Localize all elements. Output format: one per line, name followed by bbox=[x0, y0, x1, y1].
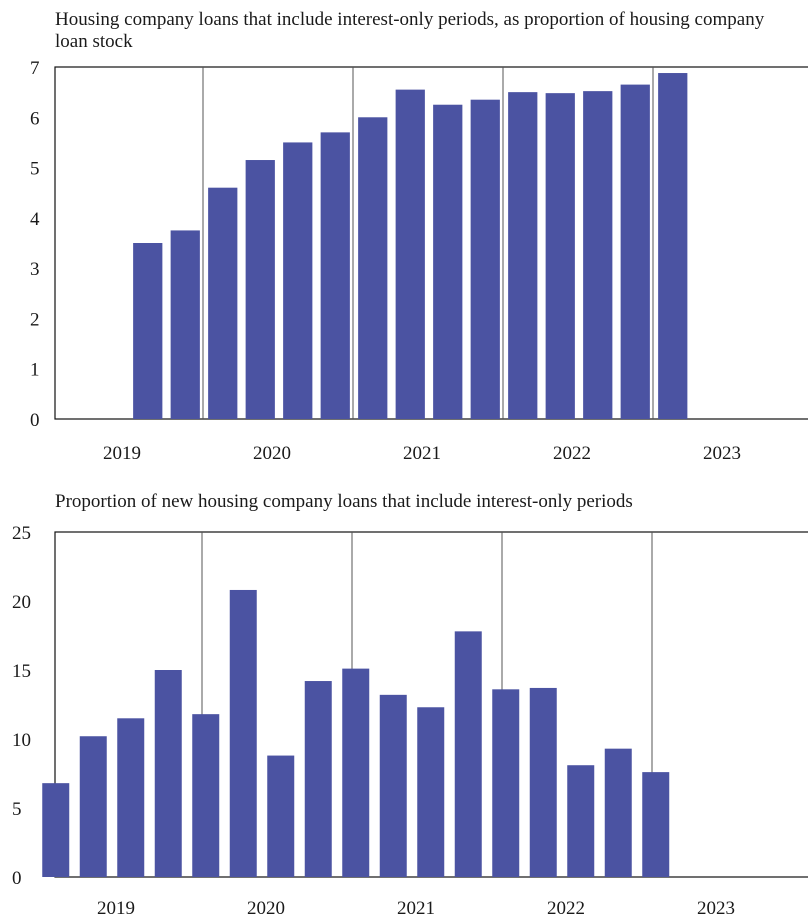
y-tick-label: 7 bbox=[30, 58, 40, 79]
y-tick-label: 6 bbox=[30, 108, 40, 129]
bar-2022Q3 bbox=[567, 765, 595, 877]
y-tick-label: 5 bbox=[12, 799, 22, 820]
bar-2021Q2 bbox=[395, 89, 425, 419]
x-tick-label: 2020 bbox=[253, 443, 291, 464]
chart-new-loans-plot: 0 5 10 15 20 25 2019 2020 2021 2022 2023 bbox=[12, 523, 808, 919]
y-tick-label: 2 bbox=[30, 309, 40, 330]
bar-2020Q2 bbox=[229, 589, 257, 877]
plot-frame bbox=[54, 66, 808, 420]
bar-2020Q2 bbox=[245, 160, 275, 419]
chart-loan-stock: Housing company loans that include inter… bbox=[30, 9, 808, 464]
x-tick-label: 2021 bbox=[403, 443, 441, 464]
bar-2021Q4 bbox=[454, 631, 482, 877]
bar-2022Q4 bbox=[604, 748, 632, 877]
bar-2022Q3 bbox=[583, 91, 613, 419]
bar-2019Q3 bbox=[133, 243, 163, 419]
bar-2020Q1 bbox=[208, 187, 238, 419]
bar-2022Q1 bbox=[492, 689, 520, 877]
bar-2023Q1 bbox=[642, 772, 670, 877]
y-tick-label: 4 bbox=[30, 209, 40, 230]
bar-2023Q1 bbox=[658, 73, 688, 419]
bar-2021Q4 bbox=[470, 99, 500, 419]
y-tick-label: 10 bbox=[12, 730, 31, 751]
bar-2022Q2 bbox=[545, 93, 575, 420]
y-tick-label: 1 bbox=[30, 360, 40, 381]
chart-loan-stock-plot: 0 1 2 3 4 5 6 7 2019 2020 2021 2022 2023 bbox=[30, 58, 808, 464]
chart-title: Proportion of new housing company loans … bbox=[55, 491, 633, 512]
bar-2021Q3 bbox=[417, 707, 445, 877]
x-tick-label: 2020 bbox=[247, 898, 285, 919]
x-tick-label: 2019 bbox=[103, 443, 141, 464]
bar-2020Q3 bbox=[283, 142, 313, 419]
bar-2019Q1 bbox=[42, 783, 70, 877]
y-tick-label: 0 bbox=[30, 410, 40, 431]
bar-2019Q3 bbox=[117, 718, 145, 877]
bar-2019Q4 bbox=[170, 230, 200, 419]
y-tick-label: 20 bbox=[12, 592, 31, 613]
bar-2022Q4 bbox=[620, 84, 650, 419]
x-tick-label: 2022 bbox=[547, 898, 585, 919]
chart-new-loans: Proportion of new housing company loans … bbox=[0, 470, 808, 920]
chart-title: Housing company loans that include inter… bbox=[55, 9, 765, 52]
bar-2021Q1 bbox=[342, 668, 370, 877]
y-tick-label: 0 bbox=[12, 868, 22, 889]
y-tick-label: 3 bbox=[30, 259, 40, 280]
bar-2021Q1 bbox=[358, 117, 388, 420]
x-tick-label: 2021 bbox=[397, 898, 435, 919]
x-tick-label: 2019 bbox=[97, 898, 135, 919]
bar-2022Q1 bbox=[508, 92, 538, 420]
bar-2020Q3 bbox=[267, 755, 295, 877]
x-tick-label: 2023 bbox=[697, 898, 735, 919]
bar-2019Q2 bbox=[79, 736, 107, 877]
bar-2021Q3 bbox=[433, 104, 463, 419]
bar-2020Q4 bbox=[304, 681, 332, 877]
x-tick-label: 2023 bbox=[703, 443, 741, 464]
bar-2022Q2 bbox=[529, 687, 557, 877]
bar-2020Q1 bbox=[192, 714, 220, 877]
bar-2020Q4 bbox=[320, 132, 350, 419]
x-tick-label: 2022 bbox=[553, 443, 591, 464]
y-tick-label: 5 bbox=[30, 159, 40, 180]
bar-2019Q4 bbox=[154, 670, 182, 877]
y-tick-label: 25 bbox=[12, 523, 31, 544]
y-tick-label: 15 bbox=[12, 661, 31, 682]
bar-2021Q2 bbox=[379, 694, 407, 877]
